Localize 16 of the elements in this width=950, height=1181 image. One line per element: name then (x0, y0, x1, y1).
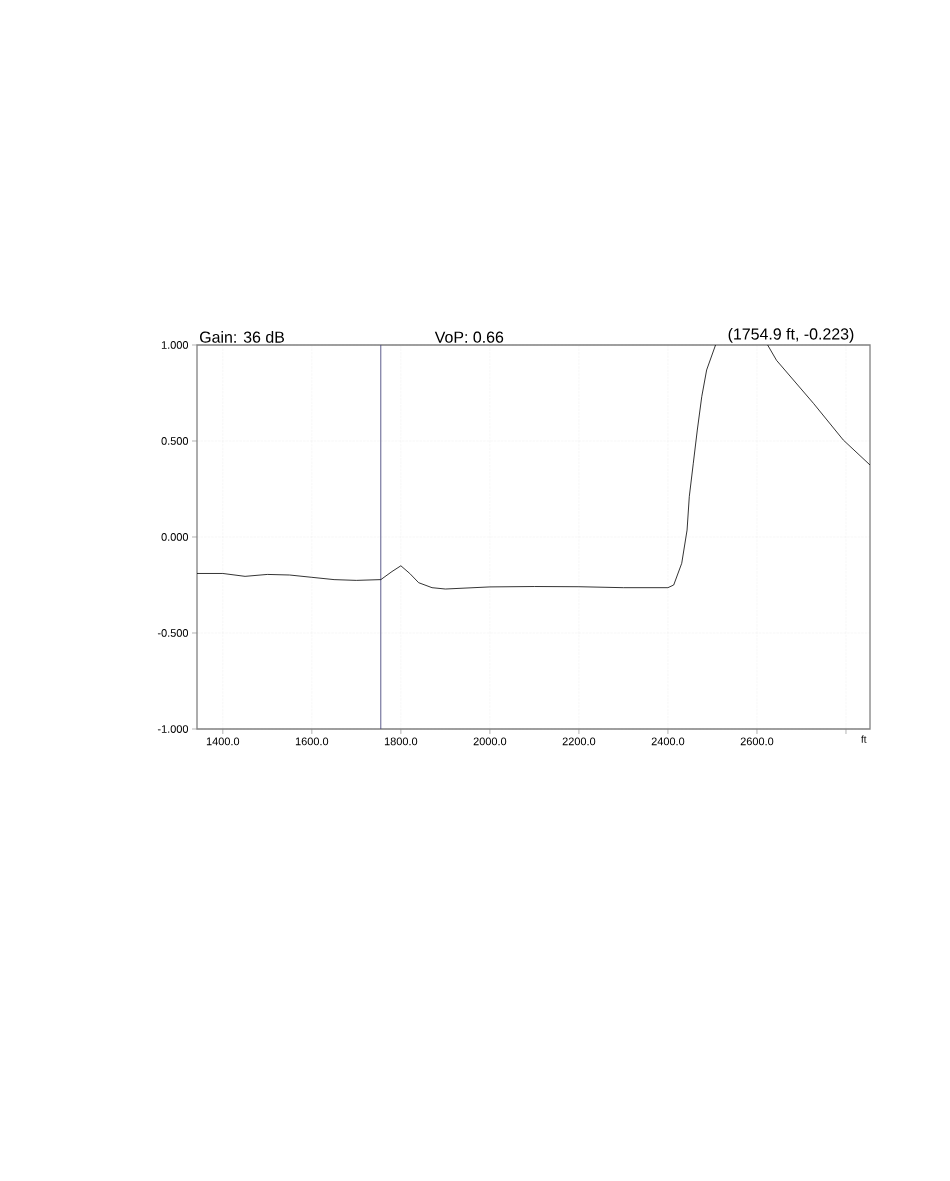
x-tick-label: 2000.0 (473, 737, 507, 746)
x-tick-label: 1400.0 (206, 737, 240, 746)
text: Gain: 36 dB (200, 331, 285, 343)
text: (1754.9 ft, -0.223) (728, 327, 854, 343)
y-tick-label: 1.000 (161, 341, 189, 349)
x-tick-label: 1600.0 (295, 737, 329, 746)
x-tick-label: 2200.0 (562, 737, 596, 746)
x-tick-label: 1800.0 (384, 737, 418, 746)
x-axis-title: ft (861, 735, 867, 743)
x-tick-label: 2600.0 (740, 737, 774, 746)
y-tick-label: 0.500 (161, 437, 189, 445)
y-tick-label: -1.000 (157, 725, 189, 733)
y-tick-label: -0.500 (157, 629, 189, 637)
y-tick-label: 0.000 (161, 533, 189, 541)
text: VoP: 0.66 (434, 331, 504, 343)
x-tick-label: 2400.0 (651, 737, 685, 746)
